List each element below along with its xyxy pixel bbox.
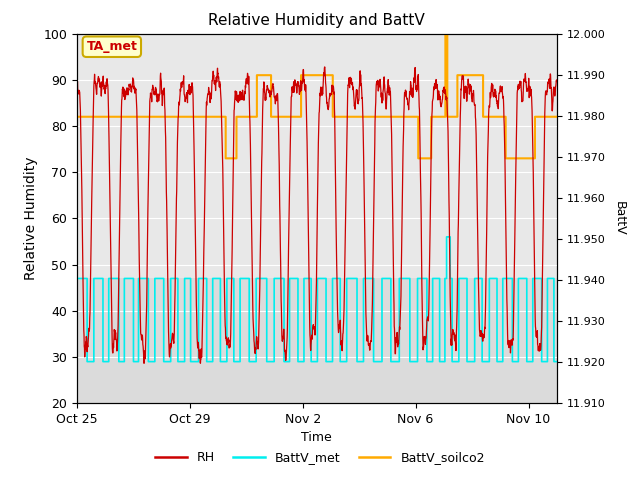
Bar (77, 278, 557, 403)
Legend: RH, BattV_met, BattV_soilco2: RH, BattV_met, BattV_soilco2 (150, 446, 490, 469)
Text: TA_met: TA_met (86, 40, 137, 53)
Title: Relative Humidity and BattV: Relative Humidity and BattV (209, 13, 425, 28)
Y-axis label: BattV: BattV (613, 201, 626, 236)
Y-axis label: Relative Humidity: Relative Humidity (24, 156, 38, 280)
X-axis label: Time: Time (301, 432, 332, 444)
